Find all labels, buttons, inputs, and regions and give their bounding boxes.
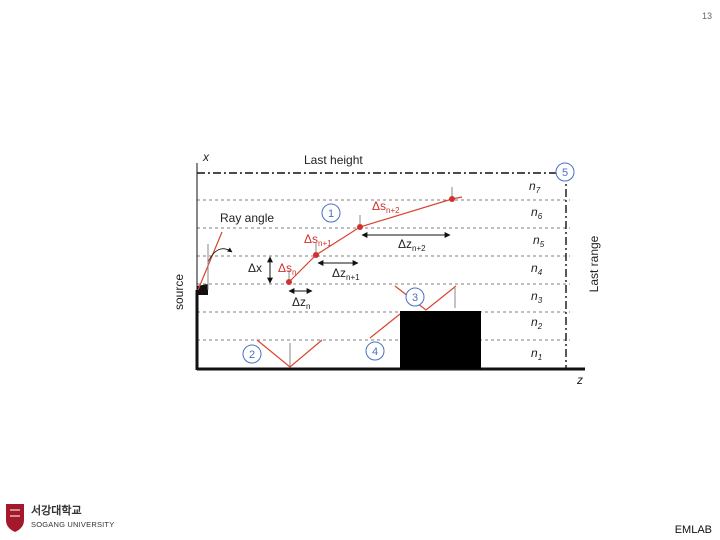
ray	[369, 313, 401, 339]
marker-number: 4	[372, 346, 378, 358]
delta-s-label: Δsn+2	[372, 199, 400, 215]
university-english: SOGANG UNIVERSITY	[31, 520, 114, 529]
last-range-label: Last range	[587, 235, 601, 292]
angle-arc	[207, 247, 233, 263]
ray	[197, 231, 223, 291]
ray-point	[286, 279, 292, 285]
lab-name: EMLAB	[675, 524, 712, 536]
layer-label: n6	[531, 205, 543, 221]
layer-label: n1	[531, 346, 542, 362]
ray	[256, 339, 323, 368]
layer-label: n4	[531, 261, 543, 277]
marker-circle	[321, 203, 341, 223]
ray-point	[313, 252, 319, 258]
marker-circle	[365, 341, 385, 361]
logo-detail	[10, 509, 20, 517]
last-height-label: Last height	[304, 153, 363, 167]
marker-circle	[242, 344, 262, 364]
layer-label: n7	[529, 179, 541, 195]
university-logo	[6, 504, 24, 532]
delta-x-label: Δx	[248, 261, 262, 275]
marker-circle	[405, 287, 425, 307]
marker-circle	[555, 162, 575, 182]
university-korean: 서강대학교	[31, 503, 82, 517]
marker-number: 1	[328, 208, 334, 220]
marker-number: 5	[562, 167, 568, 179]
layer-label: n5	[533, 233, 545, 249]
layer-label: n2	[531, 315, 543, 331]
marker-number: 3	[412, 292, 418, 304]
delta-z-label: Δzn+2	[398, 237, 426, 253]
ray	[394, 285, 457, 311]
source-label: source	[172, 274, 186, 310]
ray-angle-label: Ray angle	[220, 211, 274, 225]
z-axis-label: z	[576, 373, 583, 387]
footer: 서강대학교 SOGANG UNIVERSITY EMLAB	[6, 503, 712, 536]
delta-z-label: Δzn+1	[332, 266, 360, 282]
delta-s-label: Δsn	[278, 261, 296, 277]
x-axis-label: x	[202, 150, 210, 164]
diagram: x z Last height Ray angle source Last ra…	[172, 150, 601, 387]
page-number: 13	[702, 11, 712, 21]
delta-s-label: Δsn+1	[304, 232, 332, 248]
delta-z-label: Δzn	[292, 295, 310, 311]
ray-point	[357, 224, 363, 230]
obstacle	[400, 311, 481, 369]
layer-label: n3	[531, 289, 543, 305]
marker-number: 2	[249, 349, 255, 361]
ray-point	[449, 196, 455, 202]
